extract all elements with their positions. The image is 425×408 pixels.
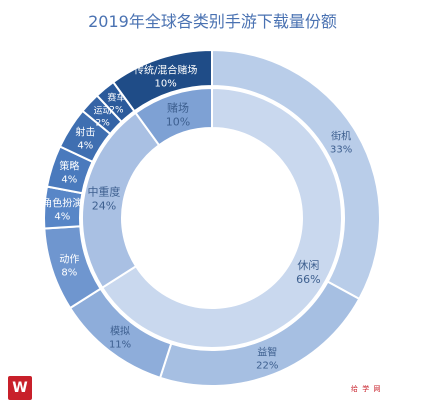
outer-ring-value-4: 4%	[54, 212, 70, 223]
outer-ring-value-9: 10%	[155, 78, 177, 89]
outer-ring-label-4: 角色扮演	[42, 197, 82, 210]
outer-ring-value-7: 2%	[96, 118, 111, 128]
inner-ring-slice-2	[134, 86, 213, 147]
outer-ring-value-8: 2%	[109, 105, 124, 115]
inner-ring-label-0: 休闲	[297, 258, 319, 272]
inner-ring-slice-0	[100, 86, 343, 349]
outer-ring-value-2: 11%	[109, 340, 131, 351]
outer-ring-label-9: 传统/混合赌场	[134, 63, 197, 76]
inner-ring-value-1: 24%	[92, 199, 116, 212]
outer-ring-label-3: 动作	[59, 253, 79, 265]
outer-ring-label-0: 街机	[331, 130, 351, 143]
inner-ring-value-0: 66%	[296, 273, 320, 286]
outer-ring-value-3: 8%	[61, 267, 77, 278]
watermark: 给 学 网	[351, 385, 382, 393]
outer-ring-label-8: 赛车	[107, 91, 125, 103]
inner-ring-label-2: 赌场	[167, 100, 189, 114]
outer-ring-value-5: 4%	[61, 175, 77, 186]
inner-ring-value-2: 10%	[166, 115, 190, 128]
outer-ring-value-6: 4%	[77, 141, 93, 152]
outer-ring-label-6: 射击	[75, 127, 95, 139]
outer-ring-label-7: 运动	[94, 105, 112, 116]
outer-ring-label-2: 模拟	[110, 325, 130, 338]
chart-title: 2019年全球各类别手游下载量份额	[88, 12, 337, 31]
outer-ring-label-1: 益智	[257, 345, 277, 358]
outer-ring-value-0: 33%	[330, 145, 352, 156]
outer-ring-label-5: 策略	[59, 160, 79, 173]
outer-ring-slice-9	[111, 48, 213, 113]
inner-ring-label-1: 中重度	[87, 184, 120, 198]
brand-logo: W	[8, 376, 32, 400]
outer-ring-value-1: 22%	[256, 360, 278, 371]
